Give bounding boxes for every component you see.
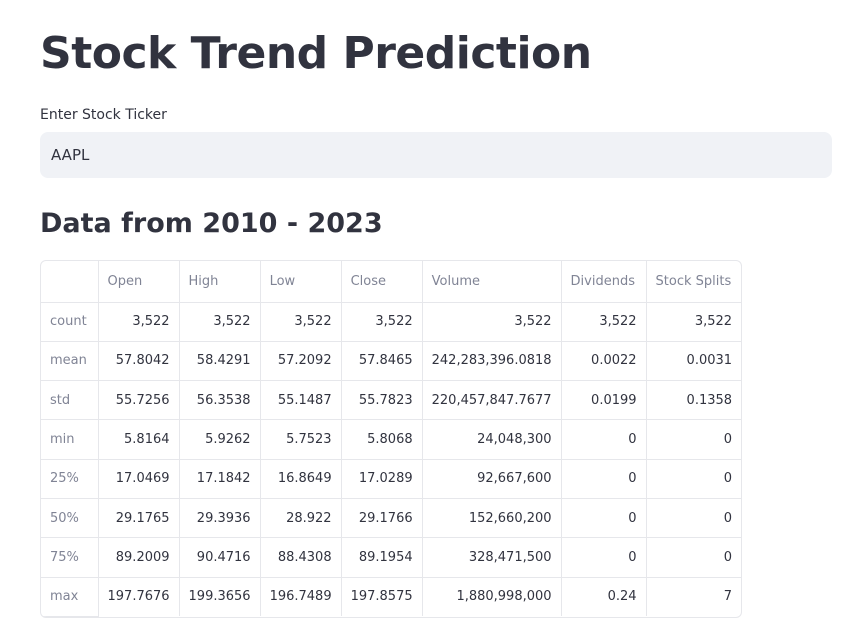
table-row: max 197.7676 199.3656 196.7489 197.8575 … <box>41 577 741 617</box>
table-cell[interactable]: 0.0199 <box>561 380 647 421</box>
ticker-input[interactable] <box>40 132 832 178</box>
table-cell[interactable]: 58.4291 <box>179 341 261 382</box>
table-cell[interactable]: 197.7676 <box>98 577 180 617</box>
table-row: count 3,522 3,522 3,522 3,522 3,522 3,52… <box>41 302 742 342</box>
page-title: Stock Trend Prediction <box>40 28 592 79</box>
table-row: 75% 89.2009 90.4716 88.4308 89.1954 328,… <box>41 537 742 578</box>
table-cell[interactable]: 3,522 <box>179 302 261 342</box>
table-cell[interactable]: 3,522 <box>561 302 647 342</box>
table-cell[interactable]: 5.8164 <box>98 419 180 460</box>
table-cell[interactable]: 5.8068 <box>341 419 423 460</box>
table-cell[interactable]: 7 <box>723 589 733 605</box>
table-cell[interactable]: 28.922 <box>260 498 342 539</box>
row-label: mean <box>41 341 99 382</box>
table-cell[interactable]: 24,048,300 <box>422 419 562 460</box>
table-cell[interactable]: 0 <box>646 459 742 499</box>
column-header-index[interactable] <box>41 261 99 303</box>
table-cell[interactable]: 0 <box>646 537 742 578</box>
table-cell[interactable]: 17.0469 <box>98 459 180 499</box>
table-cell[interactable]: 0 <box>561 537 647 578</box>
table-cell[interactable]: 220,457,847.7677 <box>422 380 562 421</box>
table-cell[interactable]: 0.1358 <box>646 380 742 421</box>
table-cell[interactable]: 29.1766 <box>341 498 423 539</box>
table-cell[interactable]: 0 <box>646 419 742 460</box>
table-row: mean 57.8042 58.4291 57.2092 57.8465 242… <box>41 341 742 382</box>
table-cell[interactable]: 0 <box>561 459 647 499</box>
column-header-high[interactable]: High <box>179 261 261 303</box>
table-cell[interactable]: 196.7489 <box>260 577 342 617</box>
table-cell[interactable]: 3,522 <box>422 302 562 342</box>
table-cell[interactable]: 16.8649 <box>260 459 342 499</box>
table-cell[interactable]: 0.24 <box>561 577 647 617</box>
table-cell[interactable]: 89.1954 <box>341 537 423 578</box>
column-header-volume[interactable]: Volume <box>422 261 562 303</box>
table-cell[interactable]: 0.0022 <box>561 341 647 382</box>
column-header-stock-splits[interactable]: Stock Splits <box>646 261 742 303</box>
table-cell[interactable]: 92,667,600 <box>422 459 562 499</box>
describe-table[interactable]: Open High Low Close Volume Dividends Sto… <box>40 260 743 618</box>
column-header-close[interactable]: Close <box>341 261 423 303</box>
column-header-low[interactable]: Low <box>260 261 342 303</box>
table-cell[interactable]: 242,283,396.0818 <box>422 341 562 382</box>
table-cell[interactable]: 90.4716 <box>179 537 261 578</box>
row-label: 75% <box>41 537 99 578</box>
data-section-title: Data from 2010 - 2023 <box>40 208 383 239</box>
table-cell[interactable]: 152,660,200 <box>422 498 562 539</box>
table-row: min 5.8164 5.9262 5.7523 5.8068 24,048,3… <box>41 419 742 460</box>
table-header-row: Open High Low Close Volume Dividends Sto… <box>41 261 742 303</box>
table-cell[interactable]: 0 <box>561 419 647 460</box>
table-cell[interactable]: 0 <box>561 498 647 539</box>
table-cell[interactable]: 88.4308 <box>260 537 342 578</box>
row-label: 25% <box>41 459 99 499</box>
table-cell[interactable]: 1,880,998,000 <box>422 577 562 617</box>
row-label: count <box>41 302 99 342</box>
table-cell[interactable]: 29.1765 <box>98 498 180 539</box>
table-cell[interactable]: 89.2009 <box>98 537 180 578</box>
table-cell[interactable]: 197.8575 <box>341 577 423 617</box>
ticker-input-label: Enter Stock Ticker <box>40 107 167 123</box>
table-cell[interactable]: 56.3538 <box>179 380 261 421</box>
row-label: max <box>41 577 99 617</box>
table-cell[interactable]: 3,522 <box>98 302 180 342</box>
table-cell[interactable]: 0 <box>646 498 742 539</box>
table-cell[interactable]: 3,522 <box>646 302 742 342</box>
row-label: min <box>41 419 99 460</box>
table-row: std 55.7256 56.3538 55.1487 55.7823 220,… <box>41 380 742 421</box>
row-label: std <box>41 380 99 421</box>
table-cell[interactable]: 55.7256 <box>98 380 180 421</box>
row-label: 50% <box>41 498 99 539</box>
table-cell[interactable]: 5.7523 <box>260 419 342 460</box>
table-cell[interactable]: 29.3936 <box>179 498 261 539</box>
table-cell[interactable]: 0.0031 <box>646 341 742 382</box>
table-row: 50% 29.1765 29.3936 28.922 29.1766 152,6… <box>41 498 742 539</box>
table-cell[interactable]: 328,471,500 <box>422 537 562 578</box>
table-cell[interactable]: 17.1842 <box>179 459 261 499</box>
table-cell[interactable]: 57.2092 <box>260 341 342 382</box>
table-cell[interactable]: 199.3656 <box>179 577 261 617</box>
table-cell[interactable]: 55.1487 <box>260 380 342 421</box>
column-header-dividends[interactable]: Dividends <box>561 261 647 303</box>
table-cell[interactable]: 55.7823 <box>341 380 423 421</box>
table-cell[interactable]: 57.8042 <box>98 341 180 382</box>
table-cell[interactable]: 3,522 <box>260 302 342 342</box>
table-cell[interactable]: 5.9262 <box>179 419 261 460</box>
column-header-open[interactable]: Open <box>98 261 180 303</box>
table-cell[interactable]: 17.0289 <box>341 459 423 499</box>
table-cell[interactable]: 57.8465 <box>341 341 423 382</box>
table-cell[interactable]: 3,522 <box>341 302 423 342</box>
stats-table: Open High Low Close Volume Dividends Sto… <box>41 261 742 617</box>
table-row: 25% 17.0469 17.1842 16.8649 17.0289 92,6… <box>41 459 742 499</box>
